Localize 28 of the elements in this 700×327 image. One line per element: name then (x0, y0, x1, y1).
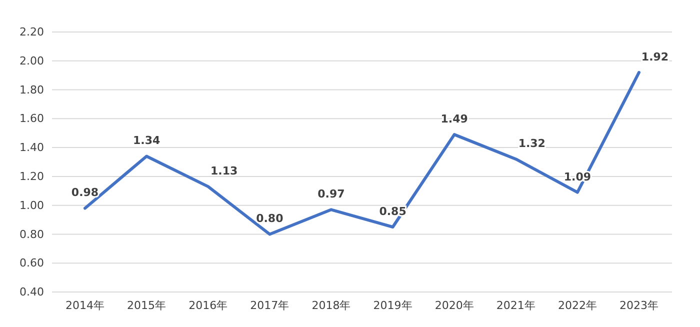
data-label: 0.97 (318, 188, 345, 201)
data-label: 1.49 (440, 112, 468, 126)
x-tick-label: 2019年 (373, 298, 412, 312)
y-tick-label: 1.60 (20, 112, 44, 126)
x-tick-label: 2018年 (312, 298, 351, 312)
data-label: 1.34 (132, 134, 160, 148)
y-tick-label: 0.80 (20, 228, 44, 241)
y-tick-label: 0.40 (20, 286, 44, 299)
y-tick-label: 1.20 (20, 170, 44, 183)
y-tick-label: 2.20 (20, 26, 44, 39)
data-label: 1.13 (210, 164, 238, 178)
x-tick-label: 2020年 (434, 298, 474, 312)
y-tick-label: 1.00 (20, 198, 44, 212)
x-tick-label: 2016年 (188, 298, 228, 312)
data-label: 1.92 (641, 50, 669, 64)
data-label: 0.98 (71, 186, 99, 200)
data-label: 1.32 (518, 137, 546, 150)
x-tick-label: 2014年 (66, 298, 104, 312)
x-tick-label: 2023年 (620, 298, 658, 312)
x-tick-label: 2021年 (496, 298, 536, 312)
x-tick-label: 2015年 (127, 298, 166, 312)
x-tick-label: 2017年 (250, 298, 290, 312)
y-tick-label: 1.80 (20, 83, 44, 96)
x-tick-label: 2022年 (558, 298, 597, 312)
data-label: 0.80 (256, 212, 284, 226)
y-tick-label: 1.40 (20, 141, 44, 154)
y-tick-label: 0.60 (20, 256, 44, 270)
y-tick-label: 2.00 (20, 54, 44, 68)
